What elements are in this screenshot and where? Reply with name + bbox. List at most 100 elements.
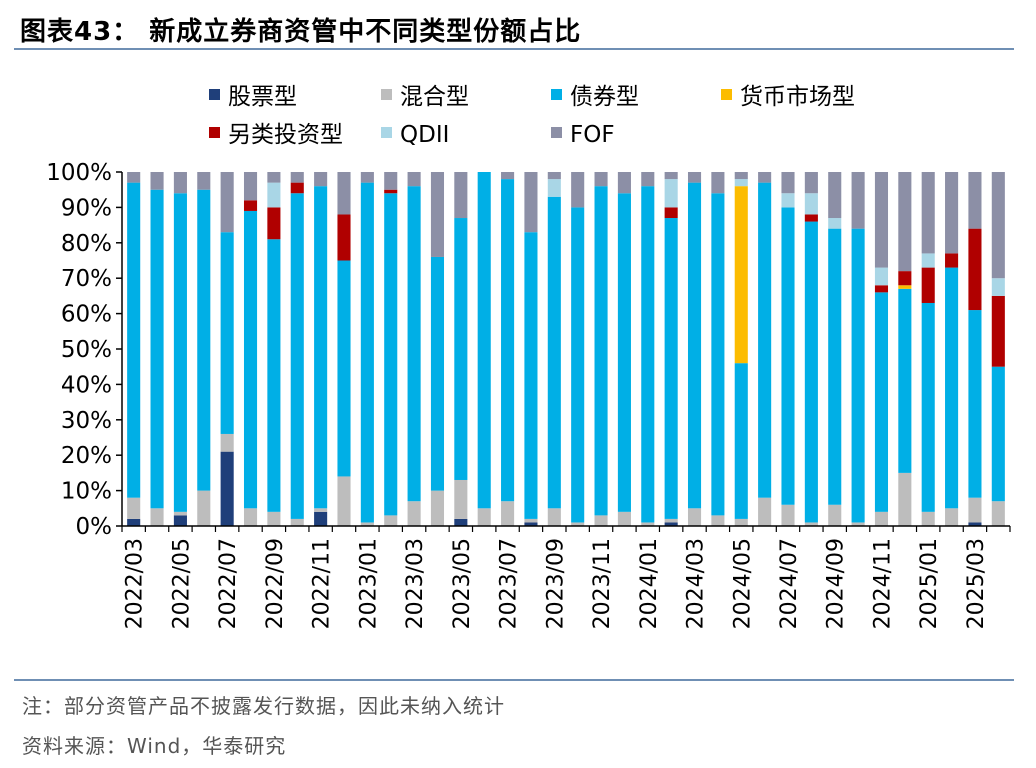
bar-stack <box>921 172 935 526</box>
bar-segment <box>571 172 585 208</box>
bar-segment <box>220 451 234 526</box>
x-tick-label: 2022/03 <box>123 538 148 629</box>
x-tick-label: 2023/05 <box>450 538 475 629</box>
x-tick-label: 2024/09 <box>824 538 849 629</box>
bar-segment <box>267 239 281 512</box>
bar-segment <box>501 501 515 526</box>
bar-segment <box>173 515 187 526</box>
bar-segment <box>874 511 889 526</box>
bar-stack <box>524 172 538 526</box>
bar-segment <box>828 172 842 219</box>
bar-stack <box>758 172 772 526</box>
bottom-divider <box>14 679 1014 681</box>
bar-segment <box>781 207 795 505</box>
y-tick-label: 50% <box>61 337 112 363</box>
bar-segment <box>991 172 1005 279</box>
bar-segment <box>384 193 398 516</box>
bar-segment <box>898 172 912 272</box>
chart-title: 图表43： 新成立券商资管中不同类型份额占比 <box>20 17 582 47</box>
bar-segment <box>384 189 398 194</box>
bar-segment <box>384 515 398 526</box>
y-tick-label: 70% <box>61 266 112 292</box>
bar-segment <box>734 186 748 364</box>
bar-segment <box>477 172 491 509</box>
bar-segment <box>968 172 982 229</box>
bar-segment <box>687 172 702 183</box>
bar-segment <box>664 207 678 219</box>
bar-segment <box>407 501 421 526</box>
bar-segment <box>197 490 211 526</box>
bar-segment <box>991 278 1005 296</box>
bar-segment <box>337 172 351 215</box>
bar-stack <box>197 172 211 526</box>
bar-segment <box>968 522 982 526</box>
bar-segment <box>804 214 818 222</box>
x-tick-label: 2023/07 <box>497 538 522 629</box>
y-tick-label: 20% <box>61 443 112 469</box>
bar-stack <box>571 172 585 526</box>
legend-label: 货币市场型 <box>740 84 855 110</box>
bar-segment <box>267 172 281 183</box>
legend-label: 混合型 <box>400 84 469 110</box>
bar-segment <box>594 515 608 526</box>
legend-swatch <box>209 89 220 100</box>
legend-swatch <box>551 89 562 100</box>
bar-segment <box>290 182 304 194</box>
bar-segment <box>664 172 678 180</box>
bar-segment <box>127 497 141 519</box>
bar-segment <box>594 186 608 516</box>
bar-segment <box>384 172 398 190</box>
bar-segment <box>501 179 515 502</box>
legend-item: 混合型 <box>381 84 469 110</box>
bar-stack <box>547 172 561 526</box>
bar-segment <box>898 285 912 289</box>
x-tick-label: 2023/09 <box>543 538 568 629</box>
bar-segment <box>571 207 585 523</box>
legend-item: 债券型 <box>551 84 639 110</box>
bar-segment <box>898 472 912 526</box>
bar-segment <box>360 182 374 523</box>
bar-segment <box>734 363 748 519</box>
bar-stack <box>898 172 912 526</box>
bar-segment <box>243 508 258 526</box>
bar-segment <box>828 218 842 229</box>
bar-segment <box>267 207 281 240</box>
bar-segment <box>945 172 959 254</box>
bar-segment <box>851 172 865 229</box>
x-tick-label: 2024/05 <box>730 538 755 629</box>
bar-segment <box>734 518 748 526</box>
bar-segment <box>243 210 258 509</box>
x-tick-label: 2022/11 <box>310 538 335 629</box>
bar-segment <box>851 522 865 526</box>
bar-segment <box>150 508 164 526</box>
x-tick-label: 2023/11 <box>590 538 615 629</box>
bar-stack <box>641 172 655 526</box>
bar-segment <box>243 172 258 201</box>
bar-stack <box>874 172 889 526</box>
bar-segment <box>594 172 608 187</box>
bar-segment <box>547 196 561 509</box>
bar-segment <box>524 172 538 233</box>
bar-segment <box>220 232 234 434</box>
bar-stack <box>687 172 702 526</box>
y-tick-label: 10% <box>61 479 112 505</box>
bar-stack <box>220 172 234 526</box>
bar-segment <box>547 172 561 180</box>
bar-stack <box>454 172 468 526</box>
bar-segment <box>127 172 141 183</box>
bar-segment <box>968 228 982 311</box>
bar-segment <box>314 508 328 512</box>
bar-segment <box>641 522 655 526</box>
bar-segment <box>991 295 1005 367</box>
bar-stack <box>851 172 865 526</box>
bar-stack <box>384 172 398 526</box>
bar-segment <box>804 221 818 523</box>
bar-segment <box>968 497 982 523</box>
x-tick-label: 2022/07 <box>216 538 241 629</box>
bar-segment <box>851 228 865 523</box>
bar-segment <box>664 218 678 519</box>
y-tick-label: 60% <box>61 302 112 328</box>
bar-segment <box>150 172 164 190</box>
x-axis: 2022/03 2022/05 2022/07 2022/09 2022/11 2023/… <box>121 525 1011 629</box>
